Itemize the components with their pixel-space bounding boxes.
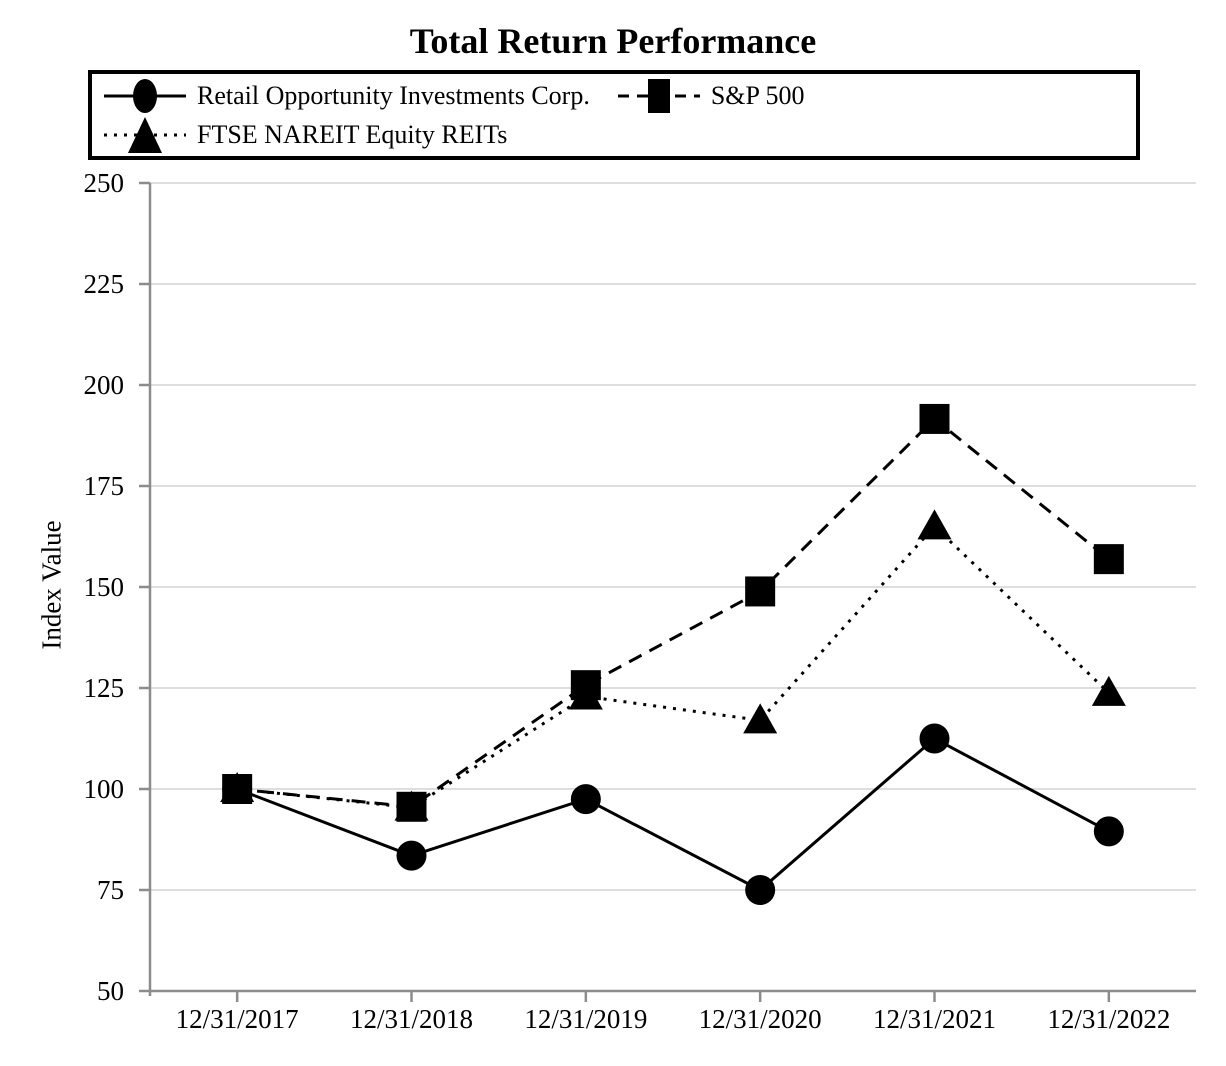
y-tick-label: 225 <box>84 269 125 299</box>
legend-label-sp500: S&P 500 <box>710 80 805 110</box>
y-tick-label: 75 <box>97 875 124 905</box>
legend-label-roic: Retail Opportunity Investments Corp. <box>197 80 590 110</box>
data-point-marker <box>1093 816 1124 847</box>
series-ftse-nareit-equity-reits <box>220 509 1126 821</box>
x-tick-label: 12/31/2022 <box>1047 1004 1170 1034</box>
data-point-marker <box>919 723 950 754</box>
data-point-marker <box>917 509 952 540</box>
x-tick-label: 12/31/2019 <box>524 1004 647 1034</box>
x-tick-label: 12/31/2021 <box>873 1004 996 1034</box>
series-line <box>237 416 1110 809</box>
y-tick-label: 175 <box>84 471 125 501</box>
chart-title: Total Return Performance <box>409 21 817 61</box>
data-point-marker <box>396 840 427 871</box>
series-s-p-500 <box>222 403 1124 822</box>
data-point-marker <box>568 679 603 710</box>
x-tick-label: 12/31/2017 <box>176 1004 299 1034</box>
data-point-marker <box>745 576 776 607</box>
y-tick-label: 125 <box>84 673 125 703</box>
y-tick-label: 200 <box>84 370 125 400</box>
dotted-line-triangle-marker-icon <box>104 116 186 153</box>
series-line <box>236 736 1110 892</box>
series-retail-opportunity-investments-corp <box>222 723 1124 905</box>
data-point-marker <box>745 875 776 905</box>
data-point-marker <box>1091 675 1126 706</box>
y-axis-title: Index Value <box>36 520 67 650</box>
y-tick-label: 250 <box>84 168 125 198</box>
y-tick-label: 150 <box>84 572 125 602</box>
legend-item-ftse-nareit: FTSE NAREIT Equity REITs <box>102 115 507 155</box>
x-tick-label: 12/31/2018 <box>350 1004 473 1034</box>
solid-line-circle-marker-icon <box>104 78 186 113</box>
series-line <box>237 524 1110 810</box>
legend-item-roic: Retail Opportunity Investments Corp. <box>102 76 590 116</box>
legend-item-sp500: S&P 500 <box>616 76 805 116</box>
x-tick-label: 12/31/2020 <box>699 1004 822 1034</box>
dashed-line-square-marker-icon <box>617 78 700 113</box>
legend: Retail Opportunity Investments Corp. S&P… <box>88 70 1140 160</box>
data-point-marker <box>570 784 601 815</box>
y-tick-label: 50 <box>97 976 124 1006</box>
legend-row-1: Retail Opportunity Investments Corp. S&P… <box>102 76 1136 115</box>
legend-label-ftse-nareit: FTSE NAREIT Equity REITs <box>197 119 508 149</box>
data-point-marker <box>394 790 429 821</box>
y-tick-label: 100 <box>84 774 125 804</box>
data-point-marker <box>919 403 950 434</box>
data-point-marker <box>1093 544 1124 575</box>
legend-row-2: FTSE NAREIT Equity REITs <box>102 115 1136 154</box>
data-point-marker <box>220 772 255 802</box>
data-point-marker <box>743 703 778 734</box>
